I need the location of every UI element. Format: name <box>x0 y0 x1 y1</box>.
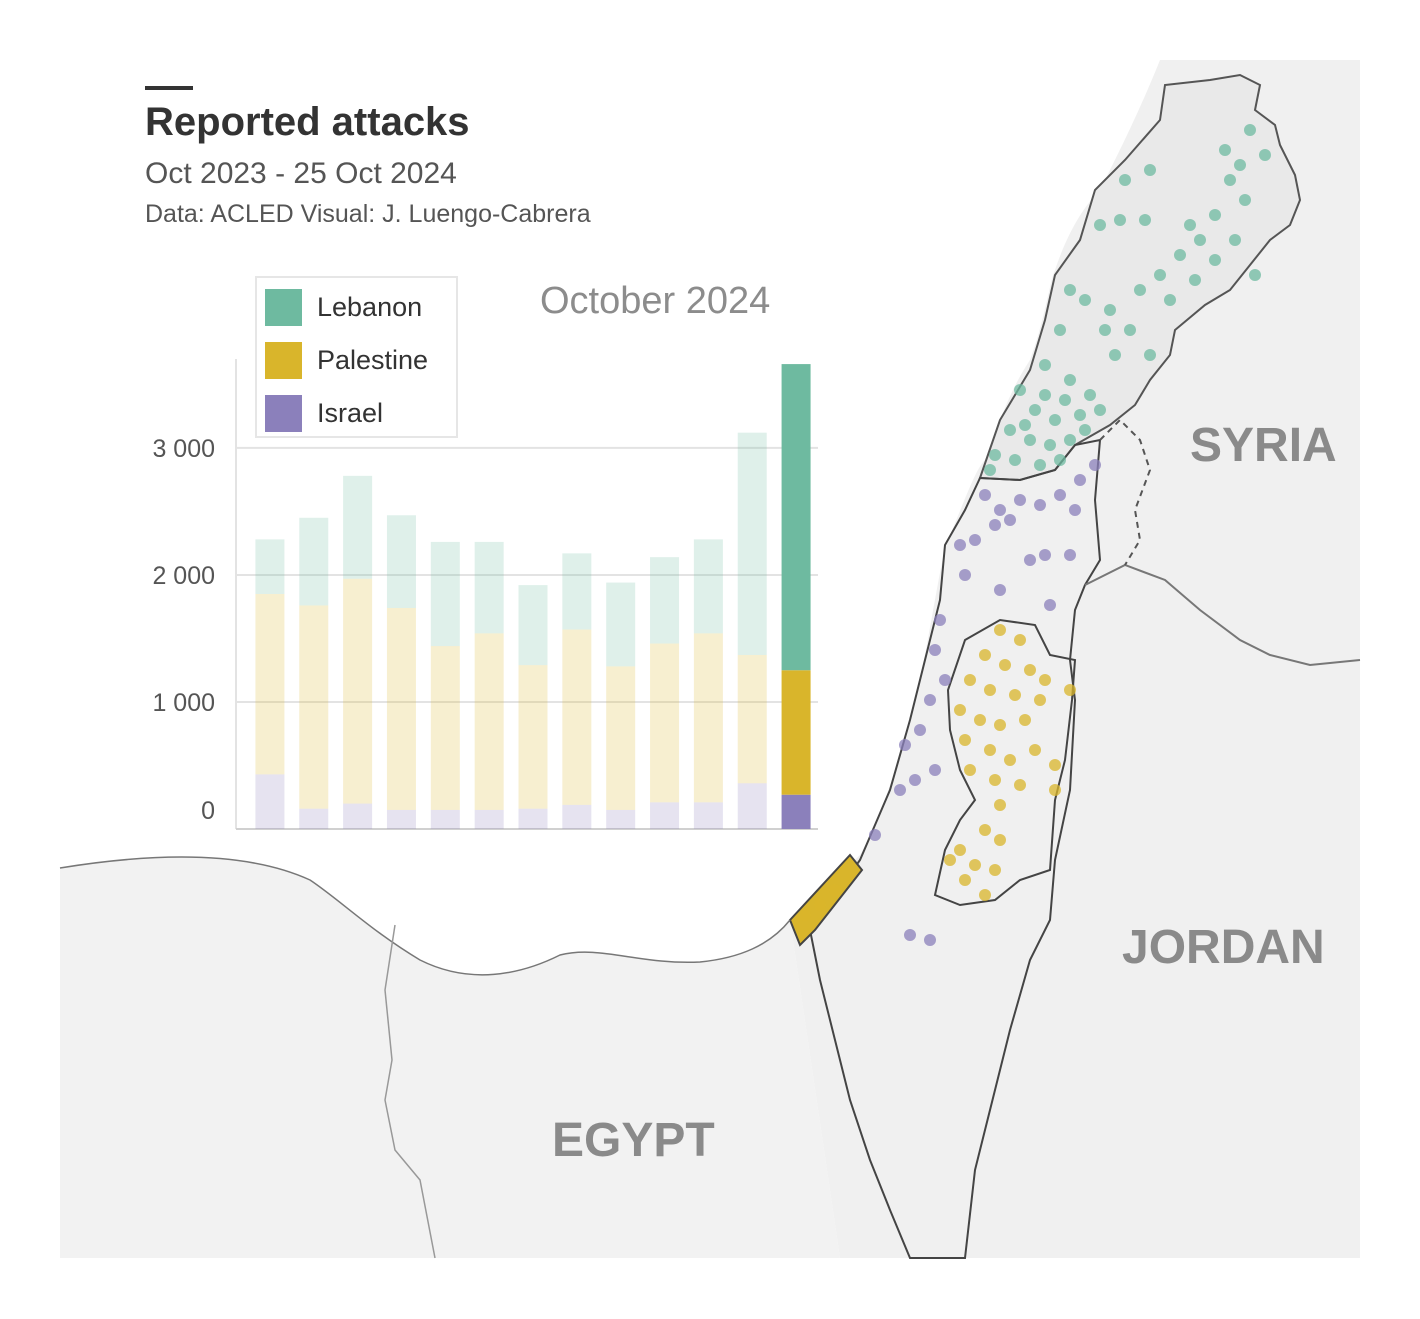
egypt-land <box>60 857 840 1258</box>
west-bank-outline <box>933 618 1077 907</box>
date-range-subtitle: Oct 2023 - 25 Oct 2024 <box>145 157 457 190</box>
lebanon-area <box>978 73 1302 482</box>
legend-swatch-lebanon <box>265 288 302 326</box>
legend-item-israel: Israel <box>265 394 383 432</box>
page-title: Reported attacks <box>145 100 470 144</box>
legend: Lebanon Palestine Israel <box>255 276 458 438</box>
legend-item-palestine: Palestine <box>265 341 428 379</box>
legend-label-lebanon: Lebanon <box>317 291 423 322</box>
israel-incident-dots <box>869 459 1101 946</box>
gaza-strip <box>788 853 864 947</box>
legend-item-lebanon: Lebanon <box>265 288 422 326</box>
syria-jordan-border <box>1084 563 1361 667</box>
suez-canal <box>384 924 436 1259</box>
title-accent-bar <box>145 86 193 90</box>
legend-label-palestine: Palestine <box>317 344 429 375</box>
israel-outline <box>808 438 1102 1259</box>
legend-label-israel: Israel <box>317 397 384 428</box>
palestine-incident-dots <box>799 624 1076 921</box>
golan-dashed-border <box>1099 418 1152 566</box>
lebanon-incident-dots <box>984 124 1271 476</box>
map-label-syria: SYRIA <box>1190 419 1337 472</box>
current-period-label: October 2024 <box>540 280 771 322</box>
map-label-jordan: JORDAN <box>1122 921 1325 974</box>
map-label-egypt: EGYPT <box>552 1114 715 1167</box>
egypt-coast <box>59 856 791 976</box>
legend-swatch-israel <box>265 394 302 432</box>
source-credit: Data: ACLED Visual: J. Luengo-Cabrera <box>145 200 591 228</box>
legend-swatch-palestine <box>265 341 302 379</box>
